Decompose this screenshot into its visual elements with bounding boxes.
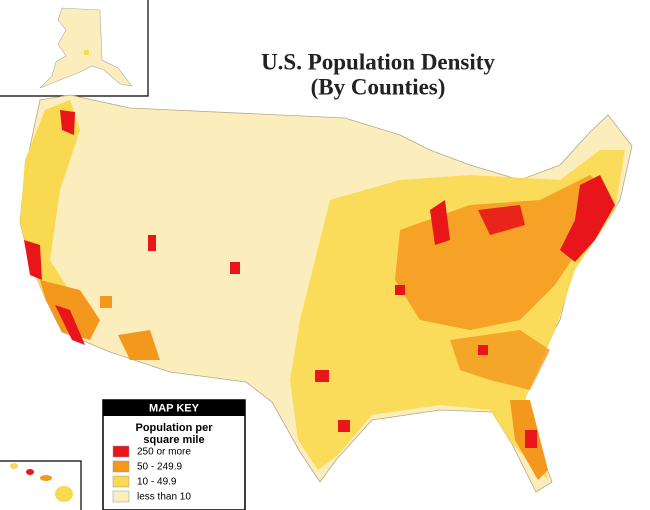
hawaii-island: [40, 475, 52, 481]
hawaii-island: [10, 463, 18, 469]
very-high-density: [478, 205, 525, 235]
key-swatch: [112, 460, 130, 473]
key-label: 50 - 249.9: [137, 462, 182, 473]
very-high-density: [338, 420, 350, 432]
very-high-density: [395, 285, 405, 295]
key-heading: square mile: [143, 434, 204, 446]
high-density: [450, 330, 550, 390]
key-swatch: [112, 475, 130, 488]
very-high-density: [24, 240, 42, 280]
very-high-density: [55, 305, 85, 345]
key-heading: Population per: [136, 422, 214, 434]
key-swatch: [112, 490, 130, 503]
key-title: MAP KEY: [149, 402, 200, 414]
alaska-frame: [0, 0, 149, 97]
high-density: [395, 175, 610, 330]
key-label: less than 10: [137, 492, 191, 503]
alaska-county: [84, 50, 89, 55]
hawaii-frame: [0, 460, 82, 510]
title: U.S. Population Density: [261, 49, 495, 74]
high-density: [100, 296, 112, 308]
very-high-density: [525, 430, 537, 448]
hawaii-island: [26, 469, 34, 475]
medium-density: [20, 100, 95, 340]
subtitle: (By Counties): [311, 74, 446, 99]
very-high-density: [430, 200, 450, 245]
alaska: [39, 7, 133, 89]
very-high-density: [60, 110, 75, 135]
key-swatch: [112, 445, 130, 458]
density-overlay: [20, 100, 625, 480]
key-label: 10 - 49.9: [137, 477, 177, 488]
high-density: [118, 330, 160, 360]
key-label: 250 or more: [137, 447, 191, 458]
hawaii-island: [55, 486, 73, 502]
very-high-density: [560, 175, 615, 262]
key-header: [103, 400, 245, 416]
very-high-density: [148, 235, 156, 251]
very-high-density: [230, 262, 240, 274]
very-high-density: [315, 370, 329, 382]
very-high-density: [478, 345, 488, 355]
